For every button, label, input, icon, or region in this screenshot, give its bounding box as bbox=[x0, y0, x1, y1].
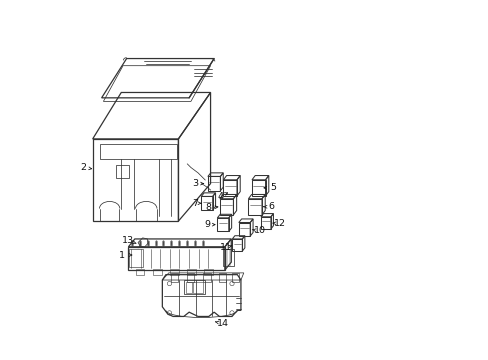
Text: 12: 12 bbox=[274, 219, 285, 228]
Text: 3: 3 bbox=[192, 179, 198, 188]
Text: 9: 9 bbox=[203, 220, 209, 229]
Bar bbox=[116, 165, 129, 178]
Bar bbox=[183, 280, 205, 294]
Text: 8: 8 bbox=[205, 203, 211, 212]
Text: 6: 6 bbox=[268, 202, 274, 211]
Bar bbox=[128, 247, 224, 270]
Bar bbox=[231, 273, 239, 282]
Text: 1: 1 bbox=[119, 251, 125, 260]
Text: 10: 10 bbox=[253, 226, 265, 235]
Bar bbox=[223, 249, 233, 266]
Text: 11: 11 bbox=[220, 243, 231, 252]
Bar bbox=[185, 282, 192, 293]
Text: 5: 5 bbox=[269, 183, 276, 192]
Bar bbox=[193, 282, 203, 293]
Text: 2: 2 bbox=[80, 163, 86, 172]
Text: 7: 7 bbox=[192, 199, 198, 208]
Bar bbox=[187, 273, 194, 282]
Text: 14: 14 bbox=[217, 319, 228, 328]
Bar bbox=[218, 273, 225, 282]
Bar bbox=[203, 273, 210, 282]
Bar bbox=[169, 269, 179, 275]
Text: 13: 13 bbox=[122, 236, 134, 245]
Bar bbox=[186, 269, 196, 275]
Bar bbox=[129, 249, 143, 267]
Bar bbox=[152, 269, 162, 275]
Text: 4: 4 bbox=[217, 192, 223, 201]
Bar bbox=[171, 273, 178, 282]
Bar bbox=[135, 269, 144, 275]
Bar bbox=[203, 269, 213, 275]
